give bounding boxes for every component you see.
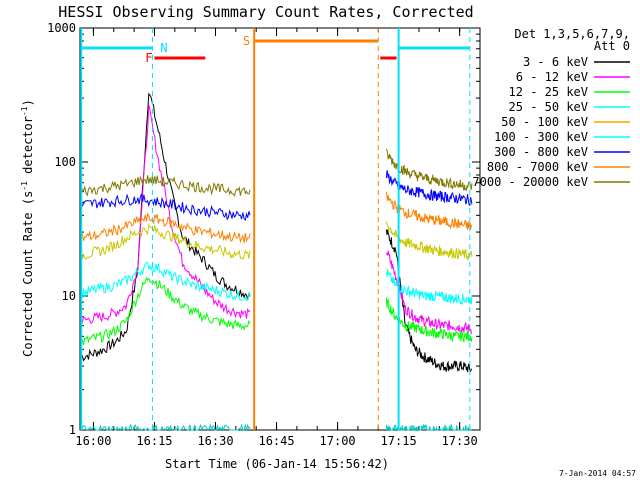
legend-label: 100 - 300 keV — [494, 130, 588, 144]
series-line-pre — [80, 175, 251, 197]
legend-label: 3 - 6 keV — [523, 55, 588, 69]
series-line-post — [385, 269, 473, 305]
x-tick-label: 16:00 — [75, 434, 111, 448]
x-tick-label: 17:15 — [381, 434, 417, 448]
series-line-pre — [80, 276, 251, 346]
series-line-pre — [80, 212, 251, 244]
series-line-pre — [80, 193, 251, 222]
state-bar-label: N — [160, 41, 167, 55]
chart-title: HESSI Observing Summary Count Rates, Cor… — [58, 3, 473, 21]
x-tick-label: 17:30 — [442, 434, 478, 448]
series-line-pre — [80, 104, 251, 326]
x-tick-label: 16:45 — [258, 434, 294, 448]
state-bar-label: F — [145, 51, 152, 65]
series-line-post — [385, 423, 473, 432]
series-line-pre — [80, 223, 251, 260]
footer-timestamp: 7-Jan-2014 04:57 — [559, 469, 636, 478]
legend-header-line-2: Att 0 — [594, 39, 630, 53]
legend-header-line-1: Det 1,3,5,6,7,9, — [514, 27, 630, 41]
y-axis-label: Corrected Count Rate (s-1 detector-1) — [20, 99, 35, 357]
series-line-post — [385, 221, 473, 261]
x-tick-label: 16:15 — [136, 434, 172, 448]
series-line-post — [385, 229, 473, 373]
plot-area: 16:00 16:15 16:30 16:45 17:00 17:15 17:30 1 10 10… — [47, 21, 481, 448]
y-tick-label: 1 — [69, 423, 76, 437]
series-line-post — [385, 297, 473, 343]
series-line-post — [385, 191, 472, 230]
series-line-post — [385, 170, 473, 206]
legend-label: 7000 - 20000 keV — [472, 175, 588, 189]
legend-label: 50 - 100 keV — [501, 115, 588, 129]
legend-label: 300 - 800 keV — [494, 145, 588, 159]
series-line-pre — [80, 261, 251, 302]
x-tick-label: 16:30 — [197, 434, 233, 448]
legend-label: 6 - 12 keV — [516, 70, 588, 84]
y-tick-label: 1000 — [47, 21, 76, 35]
plot-frame — [79, 27, 481, 431]
x-axis-label: Start Time (06-Jan-14 15:56:42) — [165, 457, 389, 471]
series-line-post — [385, 148, 473, 191]
series-line-pre — [80, 92, 251, 362]
legend-label: 25 - 50 keV — [509, 100, 588, 114]
state-bar-label: S — [243, 34, 250, 48]
legend-label: 12 - 25 keV — [509, 85, 588, 99]
y-tick-label: 10 — [62, 289, 76, 303]
legend-label: 800 - 7000 keV — [487, 160, 588, 174]
series-line-pre — [80, 423, 251, 432]
x-tick-label: 17:00 — [320, 434, 356, 448]
y-tick-label: 100 — [54, 155, 76, 169]
